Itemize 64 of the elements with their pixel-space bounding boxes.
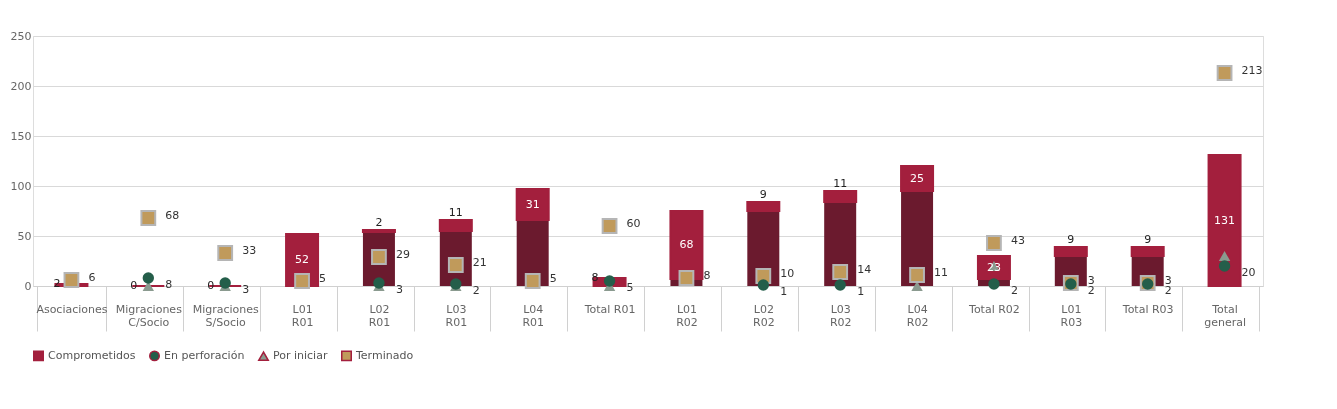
data-label: 5 <box>319 272 327 285</box>
y-tick-label: 200 <box>10 79 32 93</box>
legend-label: Comprometidos <box>48 348 136 362</box>
x-tick-label: L03 R01 <box>445 302 468 329</box>
x-tick-label: L01 R02 <box>676 302 698 329</box>
data-label: 14 <box>857 263 872 276</box>
data-label: 3 <box>1087 274 1095 287</box>
x-tick-label: L01 R01 <box>291 302 314 329</box>
data-label: 10 <box>780 267 795 280</box>
legend-label: Por iniciar <box>273 349 328 363</box>
data-label: 3 <box>242 283 250 296</box>
data-label: 131 <box>1214 213 1236 227</box>
data-label: 21 <box>472 256 487 269</box>
x-tick-label: Migraciones S/Socio <box>192 302 259 329</box>
data-label: 52 <box>295 253 310 266</box>
data-label: 6 <box>88 271 96 284</box>
x-tick-label: Total R01 <box>583 302 636 316</box>
x-tick-label: L03 R02 <box>829 302 852 329</box>
legend-label: Terminado <box>355 348 414 362</box>
data-label: 5 <box>626 281 634 294</box>
data-label: 5 <box>549 272 557 285</box>
x-tick-label: L02 R02 <box>752 302 775 329</box>
y-tick-label: 150 <box>10 129 32 143</box>
y-tick-label: 50 <box>17 229 32 243</box>
y-tick-label: 100 <box>10 179 32 193</box>
data-label: 25 <box>910 171 925 185</box>
data-label: 1 <box>857 285 865 298</box>
x-tick-label: Total R02 <box>968 302 1020 316</box>
legend-label: En perforación <box>164 348 245 362</box>
data-label: 2 <box>472 284 480 297</box>
data-label: 31 <box>525 197 540 211</box>
y-tick-label: 250 <box>10 29 32 43</box>
data-label: 60 <box>626 217 641 230</box>
data-label: 11 <box>934 266 949 279</box>
x-tick-label: Total R03 <box>1121 302 1174 316</box>
data-label: 11 <box>833 177 848 190</box>
data-label: 3 <box>1164 274 1172 287</box>
data-label: 9 <box>1067 233 1075 246</box>
x-tick-label: Asociaciones <box>36 302 108 316</box>
data-label: 8 <box>165 278 173 291</box>
data-label: 68 <box>165 209 180 222</box>
y-tick-label: 0 <box>24 279 32 293</box>
data-label: 43 <box>1010 234 1025 247</box>
data-label: 9 <box>759 188 767 201</box>
x-tick-label: L02 R01 <box>368 302 391 329</box>
x-tick-label: Migraciones C/Socio <box>115 302 183 329</box>
data-label: 1 <box>780 285 788 298</box>
data-label: 2 <box>375 216 383 229</box>
x-tick-label: L01 R03 <box>1060 302 1083 329</box>
x-tick-label: L04 R02 <box>906 302 929 329</box>
data-label: 68 <box>679 238 694 251</box>
data-label: 20 <box>1241 266 1256 279</box>
data-label: 29 <box>395 248 410 261</box>
data-label: 8 <box>703 269 711 282</box>
x-tick-label: Total general <box>1204 302 1246 329</box>
data-label: 2 <box>1010 284 1018 297</box>
data-label: 2 <box>1164 284 1172 297</box>
data-label: 2 <box>1087 284 1095 297</box>
data-label: 9 <box>1144 233 1152 246</box>
x-tick-label: L04 R01 <box>522 302 545 329</box>
data-label: 11 <box>448 206 463 219</box>
data-label: 33 <box>242 244 257 257</box>
data-label: 3 <box>395 283 403 296</box>
data-label: 213 <box>1241 64 1263 77</box>
